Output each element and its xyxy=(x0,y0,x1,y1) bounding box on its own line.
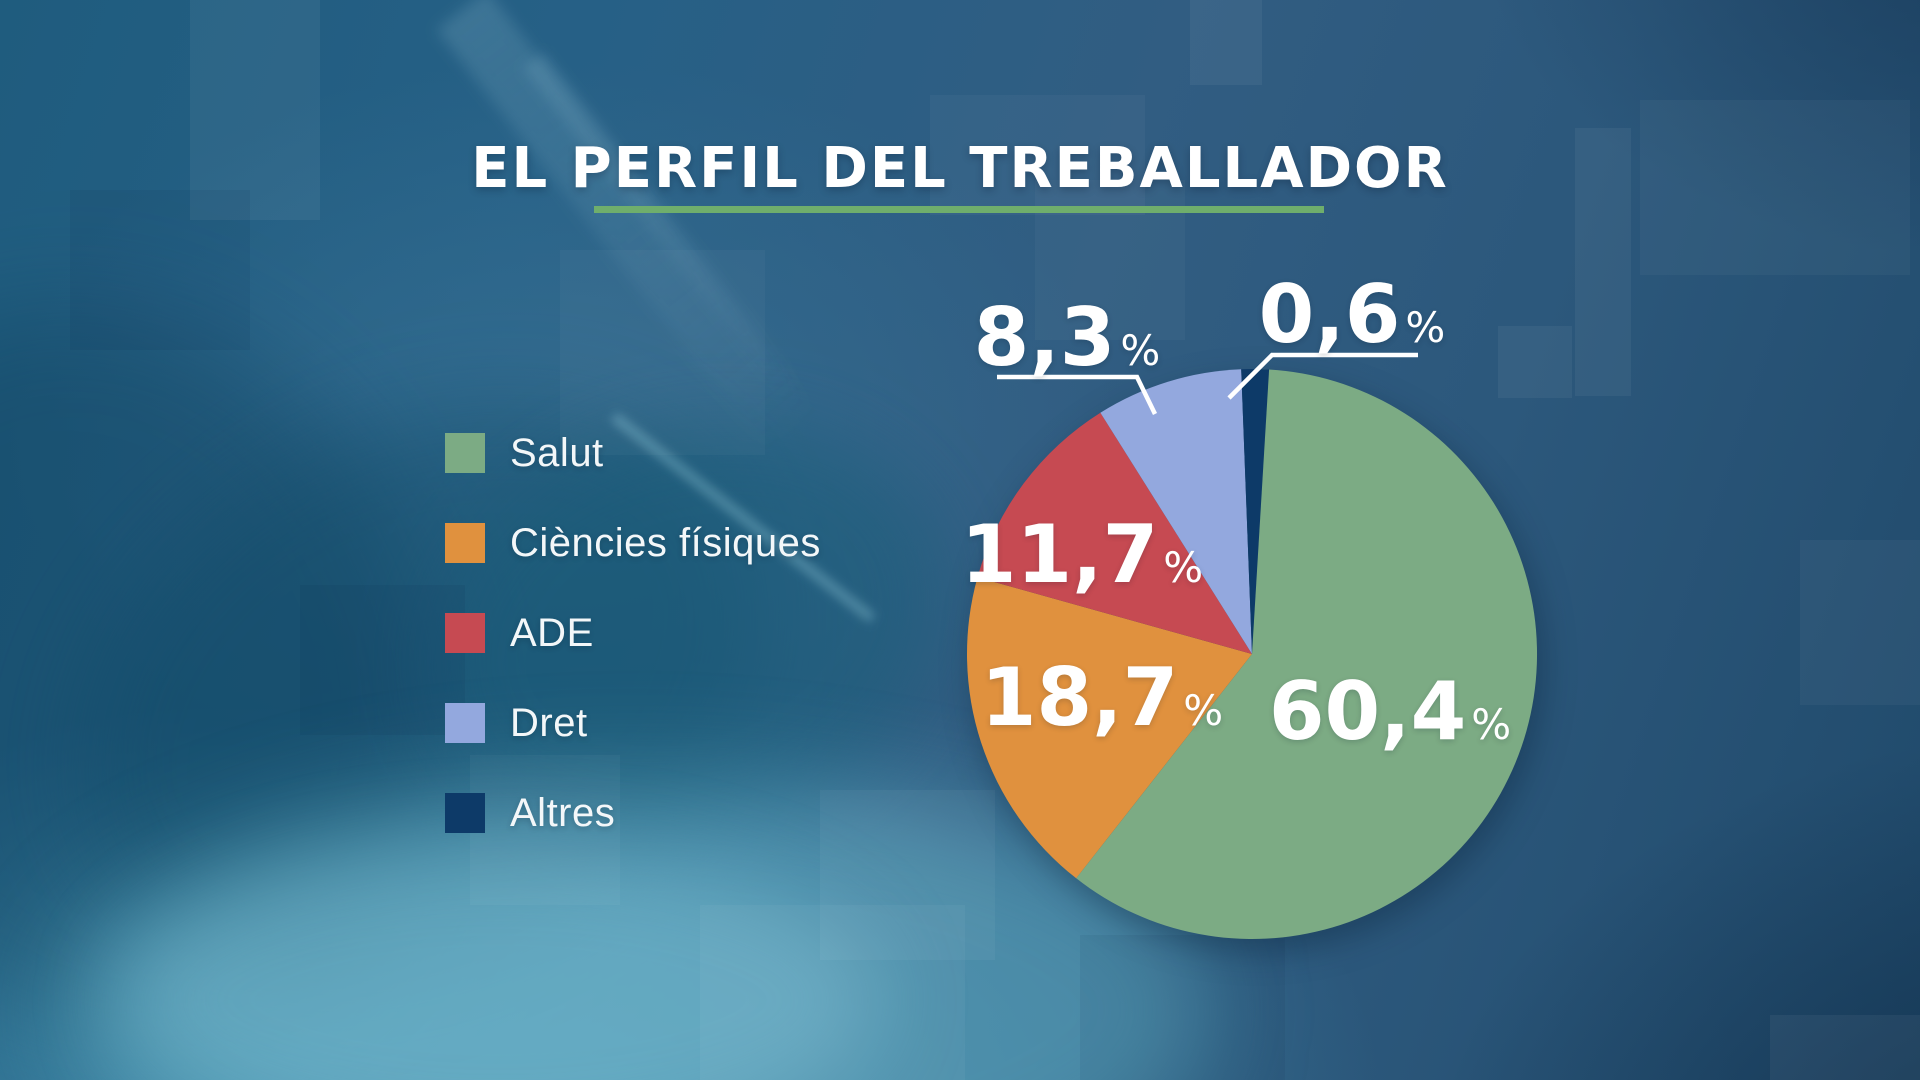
title-underline xyxy=(594,206,1324,213)
legend-label: ADE xyxy=(510,610,594,655)
legend-label: Dret xyxy=(510,700,588,745)
percent-sign: % xyxy=(1405,303,1446,352)
percent-sign: % xyxy=(1183,686,1224,735)
legend-item-ciencies-fisiques: Ciències físiques xyxy=(445,520,821,565)
legend-swatch-ciencies-fisiques xyxy=(445,523,485,563)
percent-sign: % xyxy=(1471,700,1512,749)
legend-item-dret: Dret xyxy=(445,700,821,745)
legend-swatch-salut xyxy=(445,433,485,473)
legend-swatch-altres xyxy=(445,793,485,833)
legend-item-ade: ADE xyxy=(445,610,821,655)
page-title: EL PERFIL DEL TREBALLADOR xyxy=(471,136,1449,201)
legend-label: Ciències físiques xyxy=(510,520,821,565)
legend-item-altres: Altres xyxy=(445,790,821,835)
percent-sign: % xyxy=(1163,543,1204,592)
pie-value-label-salut: 60,4% xyxy=(1268,665,1512,758)
percent-sign: % xyxy=(1120,326,1161,375)
legend-label: Salut xyxy=(510,430,604,475)
legend-label: Altres xyxy=(510,790,616,835)
pie-value-label-altres: 0,6% xyxy=(1258,268,1446,361)
pie-value-label-dret: 8,3% xyxy=(973,291,1161,384)
legend-item-salut: Salut xyxy=(445,430,821,475)
legend-swatch-ade xyxy=(445,613,485,653)
legend-swatch-dret xyxy=(445,703,485,743)
pie-value-label-ciencies-fisiques: 18,7% xyxy=(980,651,1224,744)
legend: Salut Ciències físiques ADE Dret Altres xyxy=(445,430,821,835)
pie-value-label-ade: 11,7% xyxy=(960,508,1204,601)
